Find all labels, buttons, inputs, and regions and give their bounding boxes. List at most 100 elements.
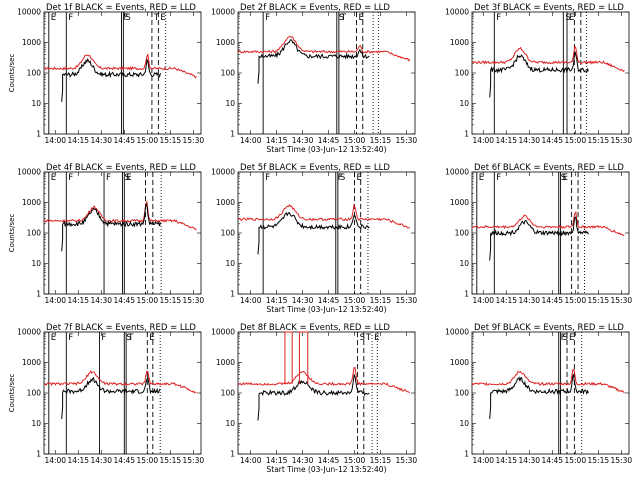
y-tick-label: 10000 [445, 8, 469, 17]
x-tick-label: 15:30 [611, 136, 633, 145]
y-tick-label: 10000 [445, 168, 469, 177]
panel-title: Det 4f BLACK = Events, RED = LLD [46, 163, 196, 173]
y-tick-label: 100 [221, 69, 236, 78]
x-tick-label: 15:00 [136, 296, 158, 305]
x-tick-label: 14:15 [495, 136, 517, 145]
x-tick-label: 14:45 [113, 296, 135, 305]
x-tick-label: 14:30 [292, 456, 314, 465]
x-tick-label: 14:45 [541, 456, 563, 465]
interval-marker: E [569, 13, 574, 23]
y-tick-label: 10000 [445, 328, 469, 337]
y-tick-label: 1000 [450, 358, 469, 367]
series-black-events [61, 376, 161, 419]
y-tick-label: 1 [230, 450, 235, 459]
y-tick-label: 100 [455, 69, 470, 78]
x-tick-label: 14:15 [67, 456, 89, 465]
detector-panel-1: Det 1f BLACK = Events, RED = LLD 1 10 100 10… [8, 3, 204, 145]
x-tick-label: 15:30 [183, 456, 205, 465]
detector-panel-9: Det 9f BLACK = Events, RED = LLD 1 10 100 10… [445, 323, 632, 465]
interval-marker: E [51, 333, 56, 343]
y-axis-label: Counts/sec [8, 214, 16, 253]
x-tick-label: 15:30 [183, 136, 205, 145]
detector-panel-6: Det 6f BLACK = Events, RED = LLD 1 10 100 10… [445, 163, 632, 305]
x-tick-label: 15:00 [564, 296, 586, 305]
x-tick-label: 14:30 [90, 136, 112, 145]
interval-marker: S [339, 13, 344, 23]
interval-marker: E [126, 173, 131, 183]
detector-panel-7: Det 7f BLACK = Events, RED = LLD 1 10 100 10… [8, 323, 204, 465]
y-tick-label: 10000 [211, 168, 235, 177]
interval-marker: F [265, 173, 270, 183]
x-tick-label: 14:45 [541, 136, 563, 145]
y-tick-label: 1000 [450, 198, 469, 207]
x-tick-label: 15:30 [183, 296, 205, 305]
x-tick-label: 15:15 [160, 136, 182, 145]
plot-frame [237, 331, 416, 455]
interval-marker: F [561, 333, 566, 343]
x-tick-label: 14:00 [472, 456, 494, 465]
interval-marker: T [127, 333, 134, 343]
x-tick-label: 14:30 [518, 296, 540, 305]
detector-panel-5: Det 5f BLACK = Events, RED = LLD 1 10 100 10… [211, 163, 417, 314]
panel-title: Det 3f BLACK = Events, RED = LLD [474, 3, 624, 13]
x-tick-label: 15:00 [136, 136, 158, 145]
x-tick-label: 15:30 [396, 296, 418, 305]
x-tick-label: 14:30 [90, 456, 112, 465]
y-tick-label: 1000 [216, 198, 235, 207]
series-red-lld [237, 203, 410, 229]
x-tick-label: 14:45 [318, 136, 340, 145]
interval-marker: S [125, 13, 130, 23]
interval-marker: E [149, 333, 154, 343]
x-tick-label: 14:30 [90, 296, 112, 305]
panel-title: Det 9f BLACK = Events, RED = LLD [474, 323, 624, 333]
series-black-events [489, 216, 589, 261]
y-tick-label: 10000 [17, 168, 41, 177]
interval-marker: S [563, 333, 568, 343]
x-tick-label: 15:00 [564, 456, 586, 465]
x-tick-label: 14:15 [67, 296, 89, 305]
x-tick-label: 14:45 [113, 456, 135, 465]
x-axis-label: Start Time (03-Jun-12 13:52:40) [267, 145, 387, 154]
panel-title: Det 8f BLACK = Events, RED = LLD [240, 323, 390, 333]
series-black-events [489, 51, 589, 98]
interval-marker: E [160, 13, 165, 23]
y-tick-label: 10000 [211, 328, 235, 337]
interval-marker: F [265, 13, 270, 23]
x-axis-label: Start Time (03-Jun-12 13:52:40) [267, 305, 387, 314]
y-tick-label: 1000 [22, 38, 41, 47]
interval-marker: E [356, 173, 361, 183]
x-tick-label: 15:00 [344, 296, 366, 305]
x-tick-label: 15:00 [564, 136, 586, 145]
x-tick-label: 14:30 [292, 296, 314, 305]
series-black-events [257, 373, 370, 421]
x-tick-label: 15:15 [370, 296, 392, 305]
y-tick-label: 1000 [216, 358, 235, 367]
x-axis-label: Start Time (03-Jun-12 13:52:40) [267, 465, 387, 474]
interval-marker: S [124, 173, 129, 183]
x-tick-label: 15:15 [370, 456, 392, 465]
series-black-events [257, 211, 370, 255]
x-tick-label: 14:45 [113, 136, 135, 145]
x-tick-label: 14:45 [318, 456, 340, 465]
y-tick-label: 10000 [17, 328, 41, 337]
x-tick-label: 15:15 [588, 136, 610, 145]
interval-marker: S [340, 173, 345, 183]
detector-panel-4: Det 4f BLACK = Events, RED = LLD 1 10 100 10… [8, 163, 204, 305]
series-red-lld [43, 53, 197, 79]
panel-title: Det 7f BLACK = Events, RED = LLD [46, 323, 196, 333]
x-tick-label: 14:00 [240, 136, 262, 145]
interval-marker: E [51, 173, 56, 183]
series-red-lld [237, 366, 411, 394]
y-tick-label: 10 [225, 99, 235, 108]
x-tick-label: 14:00 [472, 136, 494, 145]
interval-marker: F [496, 173, 501, 183]
series-red-lld [43, 369, 197, 394]
y-tick-label: 10 [459, 259, 469, 268]
x-tick-label: 15:15 [588, 296, 610, 305]
y-tick-label: 10 [31, 259, 41, 268]
interval-marker: F [68, 173, 73, 183]
series-red-lld [471, 211, 625, 236]
y-tick-label: 1 [230, 290, 235, 299]
y-tick-label: 100 [27, 69, 42, 78]
interval-marker: E [374, 333, 379, 343]
